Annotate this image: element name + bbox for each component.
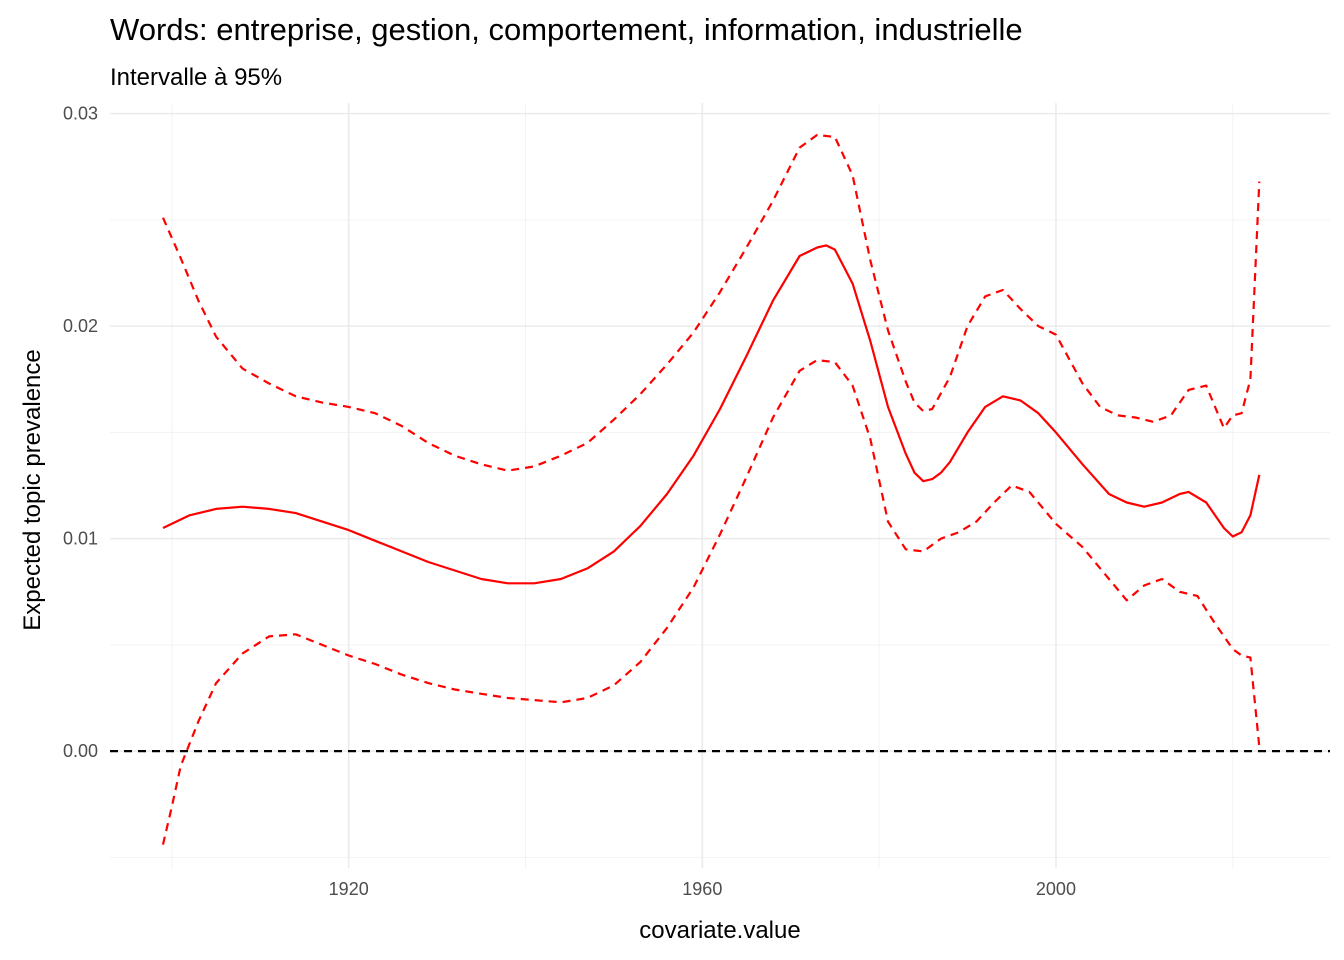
grid-minor-lines — [110, 103, 1330, 868]
lower-line — [161, 359, 1261, 845]
x-tick-label: 1920 — [329, 879, 369, 899]
chart-title: Words: entreprise, gestion, comportement… — [110, 12, 1023, 47]
y-axis-tick-labels: 0.00 0.01 0.02 0.03 — [63, 104, 98, 762]
y-tick-label: 0.01 — [63, 529, 98, 549]
upper-line — [161, 133, 1261, 472]
series-lines — [161, 133, 1261, 845]
y-axis-title: Expected topic prevalence — [19, 349, 46, 631]
plot-area — [110, 103, 1330, 868]
y-tick-label: 0.02 — [63, 316, 98, 336]
y-tick-label: 0.03 — [63, 104, 98, 124]
estimate-line — [162, 244, 1261, 585]
grid-major-lines — [110, 103, 1330, 868]
x-tick-label: 2000 — [1036, 879, 1076, 899]
x-tick-label: 1960 — [682, 879, 722, 899]
chart-subtitle: Intervalle à 95% — [110, 64, 282, 91]
y-tick-label: 0.00 — [63, 741, 98, 761]
x-axis-tick-labels: 1920 1960 2000 — [329, 879, 1076, 899]
x-axis-title: covariate.value — [639, 917, 800, 944]
